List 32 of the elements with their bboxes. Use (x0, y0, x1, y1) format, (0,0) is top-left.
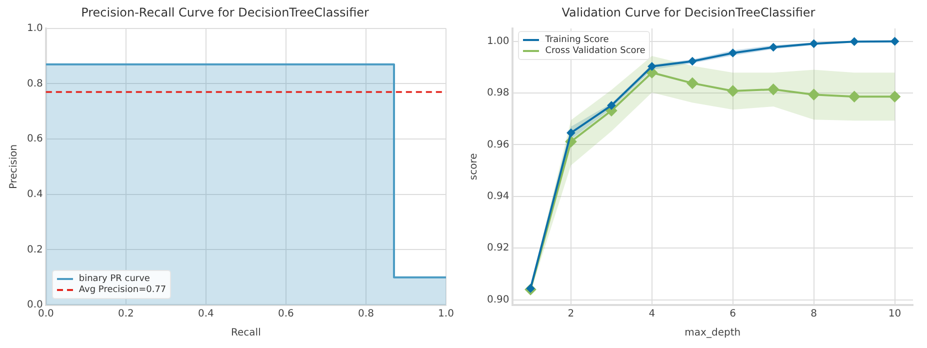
x-tick-label: 8 (810, 308, 818, 320)
chart-title: Precision-Recall Curve for DecisionTreeClassifier (81, 5, 370, 20)
x-axis-title: max_depth (684, 328, 741, 339)
x-tick-label: 6 (730, 308, 736, 320)
y-tick-label: 0.90 (487, 294, 510, 306)
legend-label: Training Score (545, 35, 609, 46)
x-tick-label: 1.0 (438, 308, 454, 320)
y-tick-label: 0.92 (487, 242, 510, 254)
y-tick-label: 1.0 (26, 22, 43, 34)
y-axis-title: Precision (8, 144, 20, 190)
x-tick-label: 10 (888, 308, 902, 320)
y-tick-label: 0.6 (26, 134, 43, 145)
legend-label: Cross Validation Score (545, 46, 646, 56)
x-tick-label: 0.6 (278, 308, 294, 320)
chart-title: Validation Curve for DecisionTreeClassifier (562, 5, 816, 20)
legend-label: binary PR curve (78, 274, 150, 284)
x-axis-title: Recall (231, 328, 261, 339)
y-tick-label: 0.4 (26, 188, 43, 200)
x-tick-label: 0.2 (118, 308, 134, 320)
y-tick-label: 0.8 (26, 78, 43, 90)
y-tick-label: 0.96 (487, 139, 510, 150)
x-tick-label: 0.4 (198, 308, 214, 320)
x-tick-label: 0.0 (38, 308, 54, 320)
legend-label: Avg Precision=0.77 (78, 285, 166, 295)
x-tick-label: 2 (568, 308, 574, 320)
x-tick-label: 0.8 (358, 308, 374, 320)
y-axis-title: score (468, 153, 480, 180)
x-tick-label: 4 (648, 308, 656, 320)
y-tick-label: 1.00 (487, 36, 510, 47)
y-tick-label: 0.94 (487, 191, 510, 202)
y-tick-label: 0.98 (487, 88, 510, 99)
y-tick-label: 0.2 (26, 244, 43, 256)
